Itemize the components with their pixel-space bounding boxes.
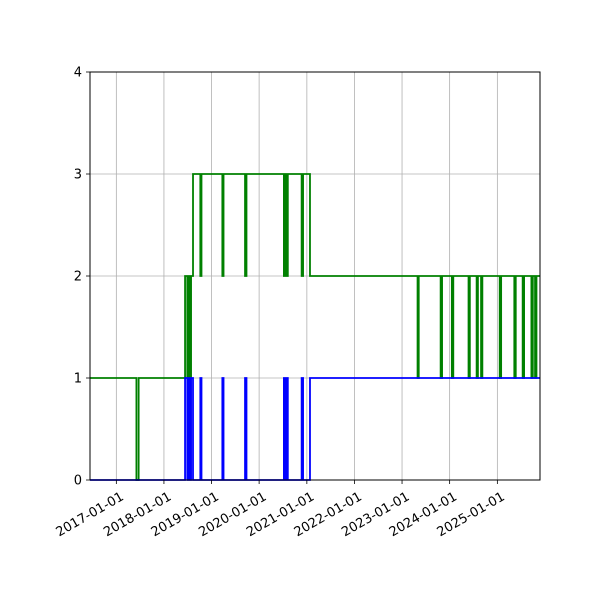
y-tick-label: 3 [74,168,82,183]
y-tick-label: 2 [74,270,82,285]
y-tick-label: 0 [74,474,82,489]
y-tick-label: 1 [74,372,82,387]
y-tick-label: 4 [74,66,82,81]
plot-frame [89,71,541,481]
